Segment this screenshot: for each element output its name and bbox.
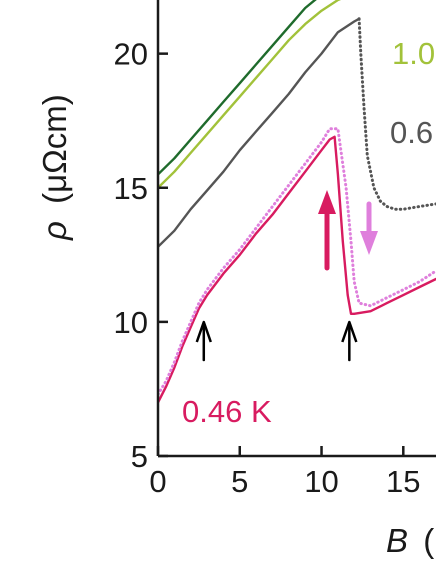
series-line-1 [158, 127, 436, 396]
y-tick-label: 15 [114, 171, 148, 206]
y-axis-unit: (μΩcm) [36, 94, 73, 204]
transition-marker-arrow-1 [341, 320, 358, 362]
y-tick-label: 20 [114, 37, 148, 72]
labels-layer: 0.46 K 0.6 1.0 ρ (μΩcm) B ( [36, 36, 435, 559]
series-label-0-46k: 0.46 K [182, 394, 272, 429]
series-line-5 [158, 0, 317, 176]
svg-text:ρ (μΩcm): ρ (μΩcm) [36, 94, 73, 241]
series-line-4 [158, 0, 342, 190]
series-line-0 [158, 135, 436, 404]
x-axis-symbol: B [386, 522, 408, 559]
series-line-2 [158, 17, 361, 249]
series-layer [158, 0, 436, 404]
transition-marker-arrow-0 [195, 320, 212, 362]
x-axis-unit: ( [423, 522, 434, 559]
y-tick-label: 5 [131, 439, 148, 474]
arrows-layer [195, 190, 378, 362]
field-down-sweep-arrow [360, 201, 378, 255]
x-tick-label: 15 [386, 464, 420, 499]
field-up-sweep-arrow [318, 190, 336, 271]
y-axis-symbol: ρ [36, 221, 73, 241]
x-tick-label: 0 [149, 464, 166, 499]
y-tick-label: 10 [114, 305, 148, 340]
series-line-3 [357, 17, 436, 211]
svg-text:B (: B ( [386, 522, 434, 559]
x-tick-label: 10 [304, 464, 338, 499]
axes-layer [156, 0, 436, 458]
x-tick-label: 5 [231, 464, 248, 499]
series-label-0-6: 0.6 [390, 115, 433, 150]
series-label-1-0: 1.0 [392, 36, 435, 71]
y-axis-label: ρ (μΩcm) [36, 94, 73, 241]
